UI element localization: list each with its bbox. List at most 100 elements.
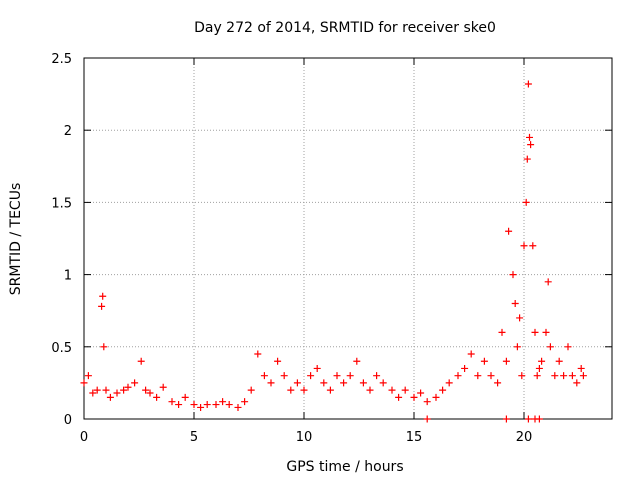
data-point: [555, 357, 563, 365]
data-point: [577, 364, 585, 372]
data-point: [190, 401, 198, 409]
data-point: [544, 278, 552, 286]
data-point: [454, 372, 462, 380]
y-tick-label: 0.5: [51, 341, 72, 356]
data-point: [333, 372, 341, 380]
series: [80, 80, 587, 411]
data-point: [388, 386, 396, 394]
data-point: [535, 415, 543, 423]
y-tick-label: 1.5: [51, 196, 72, 211]
plot-frame: [83, 57, 613, 420]
data-point: [113, 389, 121, 397]
data-point: [551, 372, 559, 380]
series: [423, 415, 543, 423]
data-point: [520, 242, 528, 250]
data-point: [254, 350, 262, 358]
data-point: [241, 398, 249, 406]
data-point: [300, 386, 308, 394]
data-point: [445, 379, 453, 387]
data-point: [524, 415, 532, 423]
data-point: [84, 372, 92, 380]
y-tick-label: 0: [64, 413, 72, 428]
data-point: [274, 357, 282, 365]
data-point: [494, 379, 502, 387]
data-point: [560, 372, 568, 380]
data-point: [131, 379, 139, 387]
data-point: [498, 328, 506, 336]
data-point: [432, 393, 440, 401]
data-point: [219, 398, 227, 406]
data-point: [366, 386, 374, 394]
data-point: [533, 372, 541, 380]
data-point: [168, 398, 176, 406]
data-point: [102, 386, 110, 394]
data-point: [267, 379, 275, 387]
grid: [84, 58, 612, 419]
data-point: [146, 389, 154, 397]
data-point: [518, 372, 526, 380]
y-tick-label: 2: [64, 124, 72, 139]
data-point: [579, 372, 587, 380]
data-point: [474, 372, 482, 380]
y-axis-title: SRMTID / TECUs: [8, 183, 24, 296]
data-point: [203, 401, 211, 409]
data-point: [564, 343, 572, 351]
data-point: [487, 372, 495, 380]
data-point: [99, 292, 107, 300]
data-point: [439, 386, 447, 394]
data-point: [89, 389, 97, 397]
x-tick-label: 20: [516, 430, 533, 445]
data-point: [373, 372, 381, 380]
x-tick-label: 15: [406, 430, 423, 445]
data-point: [531, 328, 539, 336]
data-point: [467, 350, 475, 358]
data-points: [80, 80, 587, 423]
data-point: [320, 379, 328, 387]
data-point: [175, 401, 183, 409]
data-point: [181, 393, 189, 401]
data-point: [137, 357, 145, 365]
data-point: [293, 379, 301, 387]
y-tick-label: 2.5: [51, 52, 72, 67]
data-point: [326, 386, 334, 394]
data-point: [401, 386, 409, 394]
data-point: [124, 383, 132, 391]
data-point: [120, 386, 128, 394]
chart-title: Day 272 of 2014, SRMTID for receiver ske…: [194, 20, 496, 36]
data-point: [524, 80, 532, 88]
x-axis-title: GPS time / hours: [286, 459, 403, 475]
data-point: [340, 379, 348, 387]
data-point: [159, 383, 167, 391]
data-point: [417, 389, 425, 397]
data-point: [93, 386, 101, 394]
data-point: [513, 343, 521, 351]
data-point: [535, 364, 543, 372]
data-point: [461, 364, 469, 372]
x-tick-label: 0: [80, 430, 88, 445]
data-point: [516, 314, 524, 322]
data-point: [80, 379, 88, 387]
data-point: [423, 415, 431, 423]
data-point: [106, 393, 114, 401]
y-tick-label: 1: [64, 269, 72, 284]
x-tick-label: 5: [190, 430, 198, 445]
data-point: [509, 271, 517, 279]
data-point: [511, 299, 519, 307]
data-point: [529, 242, 537, 250]
data-point: [98, 302, 106, 310]
axis-ticks: 0 0.5 1 1.5 2 2.5 0 5 10 15 20: [51, 52, 612, 445]
data-point: [546, 343, 554, 351]
data-point: [247, 386, 255, 394]
data-point: [307, 372, 315, 380]
data-point: [212, 401, 220, 409]
data-point: [410, 393, 418, 401]
data-point: [313, 364, 321, 372]
data-point: [353, 357, 361, 365]
data-point: [523, 155, 531, 163]
data-point: [379, 379, 387, 387]
data-point: [280, 372, 288, 380]
data-point: [505, 227, 513, 235]
data-point: [359, 379, 367, 387]
data-point: [197, 403, 205, 411]
data-point: [568, 372, 576, 380]
